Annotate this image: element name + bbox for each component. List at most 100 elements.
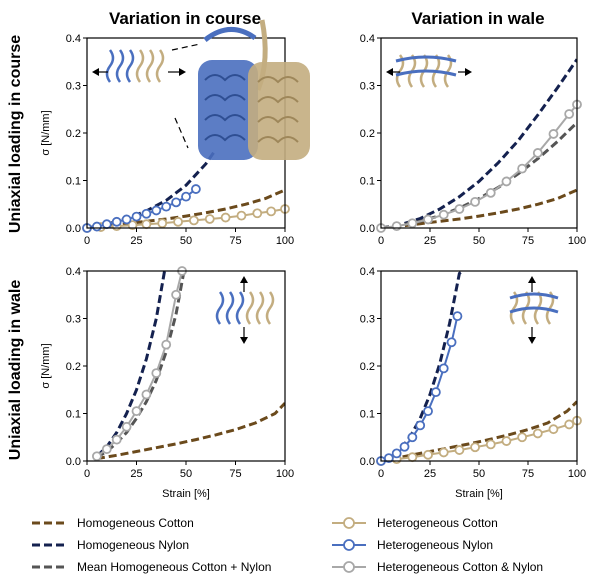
y-tick-label: 0.4 (66, 33, 81, 45)
x-tick-label: 0 (378, 235, 384, 247)
data-point-heterogeneous-cotton (157, 218, 168, 229)
series-line-homogeneous-nylon (95, 271, 167, 458)
data-point-heterogeneous-nylon (171, 197, 182, 208)
x-tick-label: 75 (229, 468, 241, 480)
knit-loops-illustration (395, 54, 457, 88)
data-point-heterogeneous-cotton (532, 428, 543, 439)
data-point-heterogeneous-cotton-nylon (454, 204, 465, 214)
y-tick-label: 0.1 (360, 176, 375, 188)
legend: Homogeneous Cotton Heterogeneous Cotton Ho… (32, 516, 543, 574)
data-point-heterogeneous-nylon (151, 205, 162, 216)
data-point-heterogeneous-nylon (446, 337, 457, 348)
data-point-heterogeneous-cotton-nylon (92, 451, 102, 462)
x-tick-label: 0 (378, 468, 384, 480)
data-point-heterogeneous-cotton-nylon (470, 196, 480, 207)
arrow-left-right-icon (386, 68, 472, 76)
data-point-heterogeneous-cotton (252, 208, 263, 219)
chart-panel-course-loading-wale-variation: 0 25 50 75 100 0.0 0.1 0.2 0.3 0.4 (360, 33, 586, 247)
knit-loops-illustration (509, 291, 559, 325)
legend-marker (343, 539, 355, 551)
y-tick-label: 0.3 (66, 314, 81, 326)
x-tick-label: 75 (522, 235, 534, 247)
legend-item-mean-homogeneous: Mean Homogeneous Cotton + Nylon (32, 560, 271, 574)
chart-panel-course-loading-course-variation: 0 25 50 75 100 0.0 0.1 0.2 0.3 0.4 σ [N/mm] (40, 33, 294, 247)
data-point-heterogeneous-cotton (423, 449, 433, 460)
data-point-heterogeneous-cotton (127, 220, 138, 231)
y-tick-label: 0.1 (66, 176, 81, 188)
plot-frame (380, 270, 578, 462)
data-point-heterogeneous-nylon (415, 420, 426, 431)
y-tick-label: 0.2 (66, 128, 81, 140)
x-tick-label: 100 (276, 235, 294, 247)
data-point-heterogeneous-nylon (383, 453, 394, 464)
y-tick-label: 0.2 (360, 128, 375, 140)
arrow-up-down-icon (240, 276, 248, 344)
data-point-heterogeneous-cotton (407, 452, 418, 463)
data-point-heterogeneous-cotton-nylon (141, 389, 152, 400)
data-point-heterogeneous-nylon (438, 363, 449, 374)
x-tick-label: 50 (473, 235, 485, 247)
data-point-heterogeneous-nylon (423, 406, 433, 417)
series-line-homogeneous-nylon (381, 271, 465, 461)
data-point-heterogeneous-cotton (236, 210, 247, 221)
data-point-heterogeneous-cotton (438, 447, 449, 458)
y-tick-label: 0.4 (360, 266, 375, 278)
legend-label: Heterogeneous Cotton & Nylon (377, 560, 543, 574)
data-point-heterogeneous-nylon (101, 219, 112, 230)
legend-item-homogeneous-cotton: Homogeneous Cotton (32, 516, 194, 530)
x-tick-label: 50 (180, 235, 192, 247)
data-point-heterogeneous-nylon (141, 208, 152, 219)
x-tick-label: 100 (568, 235, 586, 247)
x-tick-label: 0 (84, 235, 90, 247)
knit-inset-course-wale (386, 54, 472, 88)
data-point-heterogeneous-cotton-nylon (391, 221, 402, 232)
data-point-heterogeneous-nylon (131, 211, 142, 222)
series-line-homogeneous-cotton (87, 188, 285, 228)
data-point-heterogeneous-cotton-nylon (171, 289, 182, 300)
data-point-heterogeneous-cotton-nylon (501, 176, 512, 187)
data-point-heterogeneous-nylon (391, 448, 402, 459)
knit-inset-wale-course (215, 276, 275, 344)
data-point-heterogeneous-cotton-nylon (121, 421, 132, 432)
knit-loops-illustration (215, 291, 275, 325)
data-point-heterogeneous-nylon (161, 201, 172, 212)
series-line-homogeneous-cotton (381, 188, 577, 228)
data-point-heterogeneous-nylon (111, 216, 122, 227)
data-point-heterogeneous-nylon (452, 311, 463, 322)
legend-label: Mean Homogeneous Cotton + Nylon (77, 560, 271, 574)
arrow-left-right-icon (92, 68, 186, 76)
column-title-wale: Variation in wale (411, 9, 544, 28)
x-axis-label: Strain [%] (162, 488, 210, 500)
x-tick-label: 25 (424, 235, 436, 247)
y-axis-label: σ [N/mm] (40, 110, 52, 155)
legend-label: Heterogeneous Cotton (377, 516, 498, 530)
data-point-heterogeneous-cotton (485, 439, 496, 450)
data-point-heterogeneous-cotton-nylon (161, 339, 172, 350)
knit-inset-course-course (92, 19, 310, 160)
data-point-heterogeneous-cotton-nylon (564, 109, 575, 119)
plot-frame (86, 270, 286, 462)
x-tick-label: 0 (84, 468, 90, 480)
data-point-heterogeneous-nylon (399, 441, 410, 452)
data-point-heterogeneous-nylon (190, 184, 201, 194)
legend-item-heterogeneous-cotton: Heterogeneous Cotton (332, 516, 498, 530)
data-point-heterogeneous-cotton (470, 442, 480, 453)
data-point-heterogeneous-cotton-nylon (407, 218, 418, 229)
knit-loops-illustration (105, 49, 165, 83)
data-point-heterogeneous-cotton (548, 424, 559, 435)
series-line-heterogeneous-cotton-nylon (381, 103, 577, 228)
data-point-heterogeneous-cotton-nylon (532, 148, 543, 158)
y-tick-label: 0.3 (360, 314, 375, 326)
knit-inset-wale-wale (509, 276, 559, 344)
data-point-heterogeneous-cotton (517, 432, 528, 443)
series-line-mean-homogeneous (96, 271, 186, 459)
plot-frame (380, 37, 578, 229)
column-title-course: Variation in course (109, 9, 261, 28)
y-tick-label: 0.1 (66, 409, 81, 421)
data-point-heterogeneous-cotton-nylon (111, 434, 122, 445)
y-tick-label: 0.3 (66, 81, 81, 93)
data-point-heterogeneous-cotton-nylon (485, 187, 496, 198)
data-point-heterogeneous-cotton (220, 212, 231, 223)
data-point-heterogeneous-cotton (266, 206, 277, 217)
